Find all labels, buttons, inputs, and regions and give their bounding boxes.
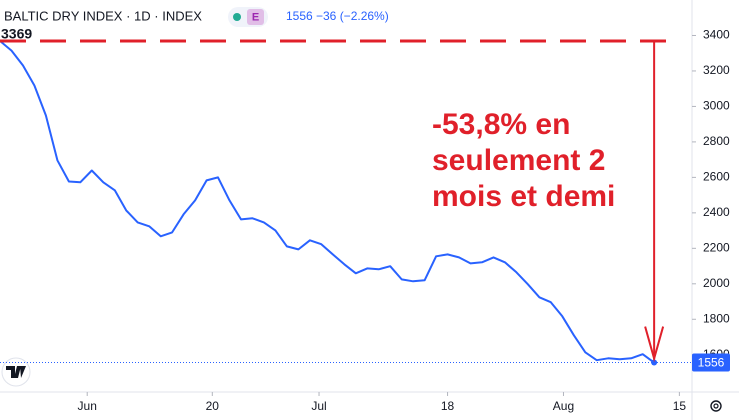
status-dot [233,13,241,21]
y-tick-label: 3400 [703,28,730,42]
annotation: -53,8% en [432,108,570,141]
price-label-bg [692,353,730,372]
y-tick-label: 2600 [703,170,730,184]
header: BALTIC DRY INDEX · 1D · INDEX E 1556 −36… [4,7,389,27]
y-tick-label: 2000 [703,276,730,290]
x-tick-label: 18 [441,399,455,413]
last-value: 1556 [286,9,313,23]
y-tick-label: 3000 [703,99,730,113]
y-tick-label: 2200 [703,240,730,254]
y-tick-label: 2400 [703,205,730,219]
badge-box [247,9,264,25]
tv-logo [1,357,31,387]
annotation: mois et demi [432,180,615,213]
price-line [0,40,655,364]
y-tick-label: 1800 [703,311,730,325]
x-tick-label: Jul [311,399,326,413]
x-tick-label: Jun [78,399,97,413]
annotation: seulement 2 [432,144,605,177]
x-tick-label: Aug [553,399,574,413]
x-tick-label: 15 [673,399,687,413]
price-label: 1556 [698,356,725,370]
y-tick-label: 3200 [703,63,730,77]
change: −36 (−2.26%) [316,9,389,23]
drop-arrowhead [644,326,665,363]
start-value-label: 3369 [1,26,32,42]
last-point [651,359,658,366]
x-tick-label: 20 [206,399,220,413]
settings-icon[interactable] [710,400,722,412]
chart-title: BALTIC DRY INDEX · 1D · INDEX [4,8,202,23]
badge: E [252,11,259,23]
y-tick-label: 2800 [703,134,730,148]
